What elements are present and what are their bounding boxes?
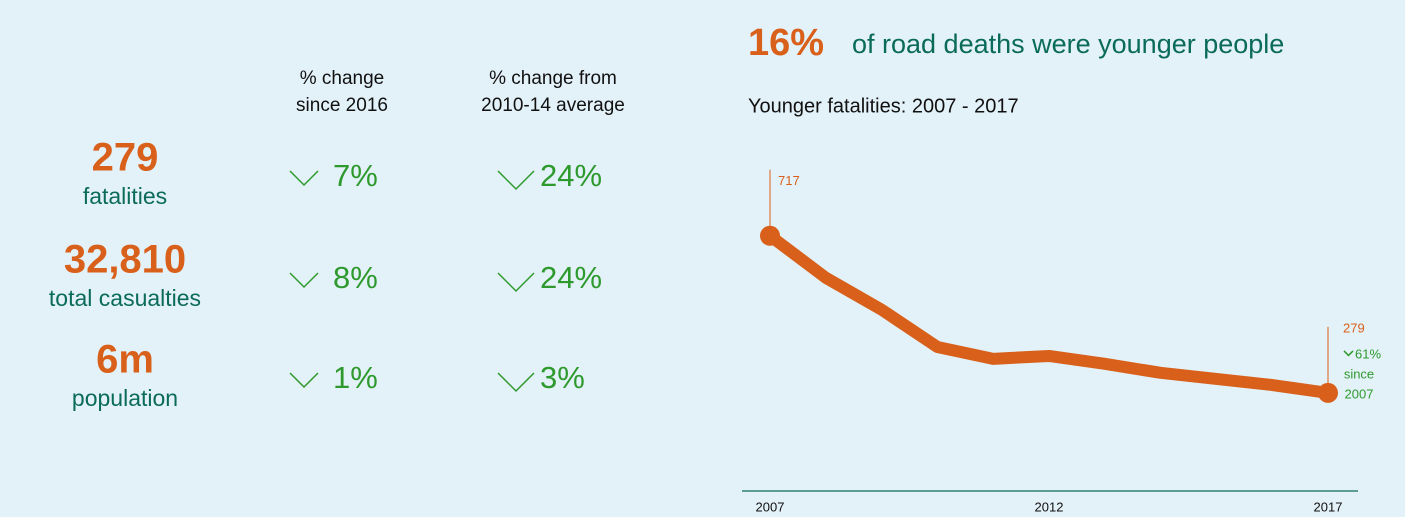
down-chevron xyxy=(289,272,319,289)
change-from-average: 24% xyxy=(540,260,602,295)
change-since-2016: 1% xyxy=(333,360,378,395)
line xyxy=(766,230,1329,399)
stat-label: total casualties xyxy=(49,285,201,311)
change-since-2016: 8% xyxy=(333,260,378,295)
stat-label: fatalities xyxy=(83,183,167,209)
column-header: 2010-14 average xyxy=(481,95,625,116)
column-header: % change xyxy=(300,68,385,89)
down-chevron xyxy=(289,372,319,389)
x-tick-label: 2017 xyxy=(1314,499,1343,514)
down-chevron xyxy=(1343,350,1354,357)
down-chevron xyxy=(289,170,319,187)
data-label: 717 xyxy=(778,173,800,188)
down-chevron xyxy=(497,272,535,293)
stat-label: population xyxy=(72,385,178,411)
down-chevron xyxy=(497,170,535,191)
data-label: 279 xyxy=(1343,320,1365,335)
down-chevron xyxy=(497,372,535,393)
x-tick-label: 2012 xyxy=(1035,499,1064,514)
stat-value: 279 xyxy=(92,136,159,180)
stat-value: 32,810 xyxy=(64,238,186,282)
annotation-text: since xyxy=(1344,366,1374,381)
change-from-average: 3% xyxy=(540,360,585,395)
stat-value: 6m xyxy=(96,338,154,382)
change-from-average: 24% xyxy=(540,158,602,193)
headline-text: of road deaths were younger people xyxy=(852,29,1284,59)
annotation-text: 2007 xyxy=(1345,386,1374,401)
column-header: % change from xyxy=(489,68,617,89)
headline-value: 16% xyxy=(748,22,824,64)
x-tick-label: 2007 xyxy=(756,499,785,514)
change-annotation: 61% xyxy=(1355,346,1381,361)
column-header: since 2016 xyxy=(296,95,388,116)
change-since-2016: 7% xyxy=(333,158,378,193)
chart-title: Younger fatalities: 2007 - 2017 xyxy=(748,95,1019,117)
